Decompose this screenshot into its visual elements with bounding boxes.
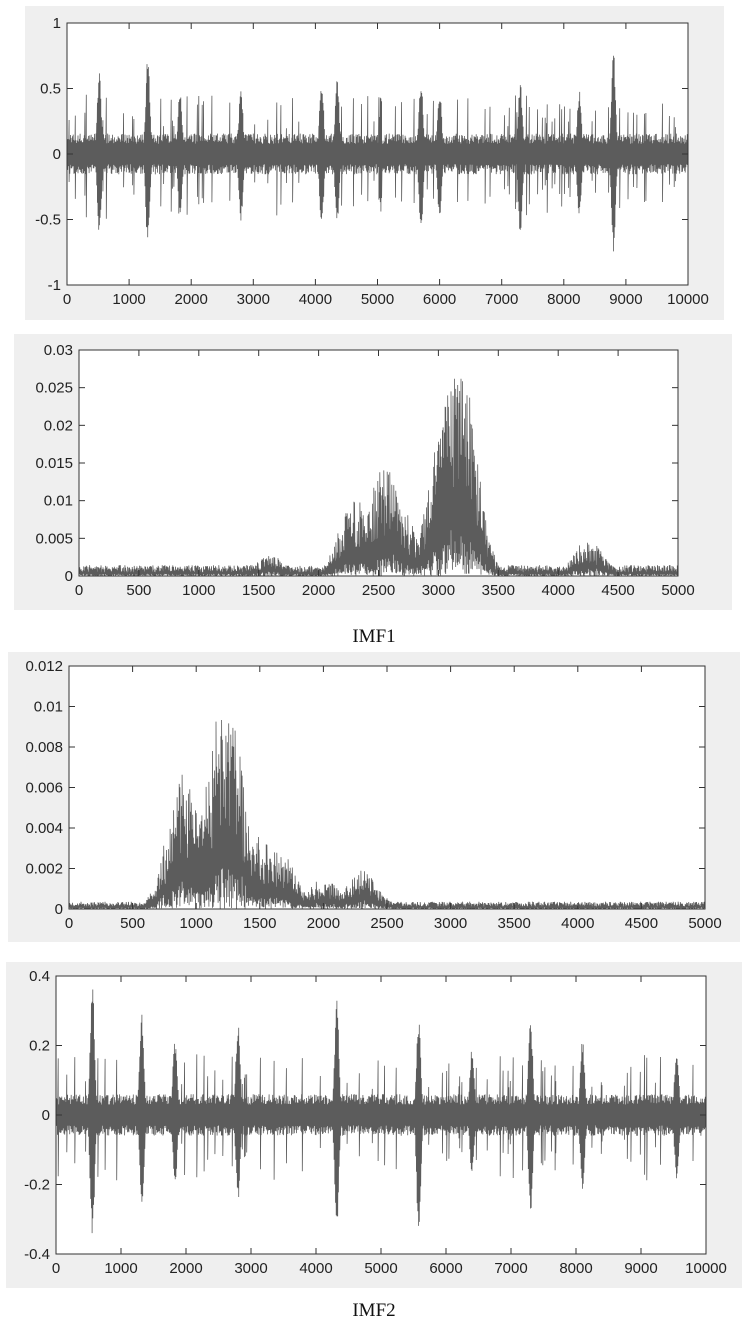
x-tick-label: 8000 [547, 291, 580, 308]
x-tick-label: 4500 [625, 915, 658, 932]
x-tick-label: 0 [63, 291, 71, 308]
x-tick-label: 0 [52, 1260, 60, 1277]
x-tick-label: 6000 [429, 1260, 462, 1277]
y-tick-label: 0.005 [35, 530, 73, 547]
y-tick-label: 0.4 [29, 968, 50, 985]
chart-panel-2: 0 500 1000 1500 2000 2500 3000 3500 4000 4500 5000… [14, 334, 732, 610]
x-tick-label: 1500 [242, 582, 275, 599]
x-tick-label: 3000 [237, 291, 270, 308]
x-tick-label: 3000 [434, 915, 467, 932]
x-tick-label: 500 [126, 582, 151, 599]
x-tick-label: 3500 [482, 582, 515, 599]
y-tick-label: 0.03 [44, 342, 73, 359]
y-tick-label: 1 [53, 15, 61, 32]
y-tick-label: -0.2 [24, 1177, 50, 1194]
x-tick-label: 0 [65, 915, 73, 932]
x-tick-label: 2500 [362, 582, 395, 599]
x-tick-label: 500 [120, 915, 145, 932]
x-tick-label: 3000 [234, 1260, 267, 1277]
x-tick-label: 1000 [104, 1260, 137, 1277]
y-tick-label: -1 [48, 277, 61, 294]
x-tick-label: 4000 [299, 291, 332, 308]
y-tick-label: 0.2 [29, 1038, 50, 1055]
x-tick-label: 4000 [299, 1260, 332, 1277]
y-tick-label: 0.01 [34, 699, 63, 716]
y-tick-label: -0.5 [35, 212, 61, 229]
x-tick-label: 7000 [485, 291, 518, 308]
y-tick-label: 0 [55, 901, 63, 918]
chart-panel-1: 0100020003000400050006000700080009000100… [25, 6, 724, 320]
y-tick-label: 0.004 [25, 820, 63, 837]
y-tick-label: 0.01 [44, 493, 73, 510]
y-tick-label: 0.025 [35, 380, 73, 397]
x-tick-label: 5000 [364, 1260, 397, 1277]
x-tick-label: 2500 [370, 915, 403, 932]
y-tick-label: 0.002 [25, 861, 63, 878]
chart-3: 0 500 1000 1500 2000 2500 3000 3500 4000 4500 5000… [8, 652, 740, 942]
x-tick-label: 5000 [361, 291, 394, 308]
y-tick-label: -0.4 [24, 1246, 50, 1263]
chart-2: 0 500 1000 1500 2000 2500 3000 3500 4000 4500 5000… [14, 334, 732, 610]
x-tick-label: 1000 [112, 291, 145, 308]
y-tick-label: 0 [65, 568, 73, 585]
chart-4: 0 1000 2000 3000 4000 5000 6000 7000 8000 9000 100… [6, 962, 742, 1288]
chart-1: 0100020003000400050006000700080009000100… [25, 6, 724, 320]
x-tick-label: 5000 [661, 582, 694, 599]
x-tick-label: 1000 [180, 915, 213, 932]
x-tick-label: 8000 [559, 1260, 592, 1277]
x-tick-label: 2000 [175, 291, 208, 308]
chart-panel-3: 0 500 1000 1500 2000 2500 3000 3500 4000 4500 5000… [8, 652, 740, 942]
y-tick-label: 0 [53, 146, 61, 163]
x-tick-label: 2000 [307, 915, 340, 932]
caption-imf1: IMF1 [0, 626, 748, 648]
x-tick-label: 10000 [685, 1260, 727, 1277]
x-tick-label: 1000 [182, 582, 215, 599]
x-tick-label: 5000 [688, 915, 721, 932]
y-tick-label: 0.02 [44, 417, 73, 434]
x-tick-label: 0 [75, 582, 83, 599]
x-tick-label: 2000 [169, 1260, 202, 1277]
x-tick-label: 3500 [498, 915, 531, 932]
y-tick-label: 0.008 [25, 739, 63, 756]
x-tick-label: 3000 [422, 582, 455, 599]
x-tick-label: 1500 [243, 915, 276, 932]
x-tick-label: 9000 [609, 291, 642, 308]
x-tick-label: 6000 [423, 291, 456, 308]
y-tick-label: 0 [42, 1107, 50, 1124]
x-tick-label: 2000 [302, 582, 335, 599]
x-tick-label: 10000 [667, 291, 709, 308]
chart-panel-4: 0 1000 2000 3000 4000 5000 6000 7000 8000 9000 100… [6, 962, 742, 1288]
x-tick-label: 9000 [624, 1260, 657, 1277]
y-tick-label: 0.012 [25, 658, 63, 675]
y-tick-label: 0.5 [40, 81, 61, 98]
x-tick-label: 7000 [494, 1260, 527, 1277]
y-tick-label: 0.006 [25, 780, 63, 797]
x-tick-label: 4500 [601, 582, 634, 599]
x-tick-label: 4000 [542, 582, 575, 599]
x-tick-label: 4000 [561, 915, 594, 932]
caption-imf2: IMF2 [0, 1300, 748, 1322]
y-tick-label: 0.015 [35, 455, 73, 472]
